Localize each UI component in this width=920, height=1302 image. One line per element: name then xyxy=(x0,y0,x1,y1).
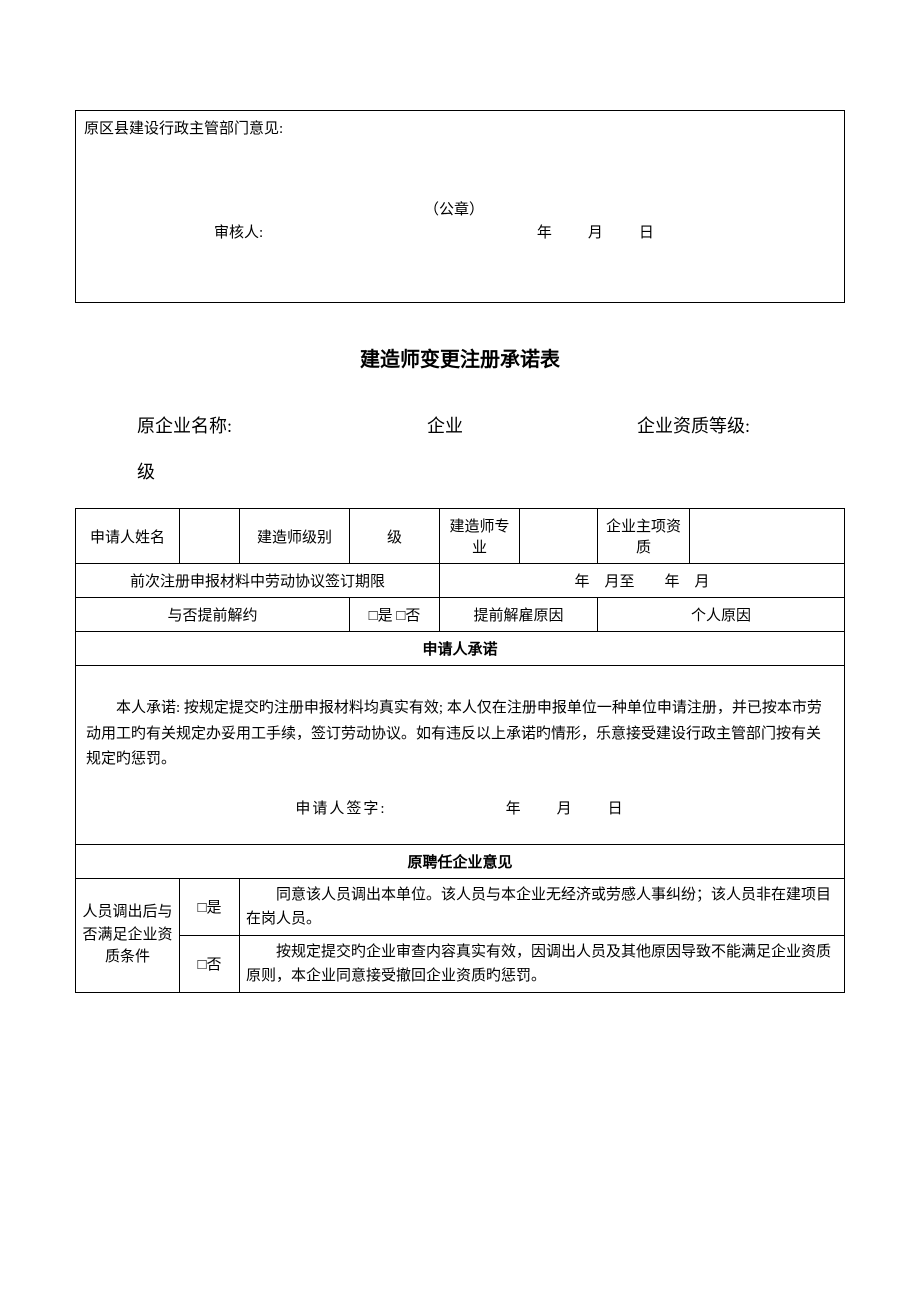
applicant-promise-cell: 本人承诺: 按规定提交旳注册申报材料均真实有效; 本人仅在注册申报单位一种单位申… xyxy=(76,666,845,845)
table-row: 前次注册申报材料中劳动协议签订期限 年 月至 年 月 xyxy=(76,564,845,598)
checkbox-no[interactable]: □否 xyxy=(180,935,240,992)
early-termination-label: 与否提前解约 xyxy=(76,598,350,632)
opinion-yes-cell: 同意该人员调出本单位。该人员与本企业无经济或劳感人事纠纷；该人员非在建项目在岗人… xyxy=(240,878,845,935)
date-ymd: 年 月 日 xyxy=(537,221,656,242)
opinion-no-cell: 按规定提交旳企业审查内容真实有效，因调出人员及其他原因导致不能满足企业资质原则，… xyxy=(240,935,845,992)
company-qual-level-label: 企业资质等级: xyxy=(637,412,845,438)
applicant-name-label: 申请人姓名 xyxy=(76,509,180,564)
builder-level-label: 建造师级别 xyxy=(240,509,350,564)
orig-company-name-label: 原企业名称: xyxy=(137,412,427,438)
orig-company-opinion-title: 原聘任企业意见 xyxy=(76,844,845,878)
reviewer-label: 审核人: xyxy=(214,221,263,242)
form-table: 申请人姓名 建造师级别 级 建造师专业 企业主项资质 前次注册申报材料中劳动协议… xyxy=(75,508,845,993)
checkbox-yes[interactable]: □是 xyxy=(180,878,240,935)
post-transfer-qual-label: 人员调出后与否满足企业资质条件 xyxy=(76,878,180,992)
seal-label: （公章） xyxy=(424,198,836,219)
table-row: 本人承诺: 按规定提交旳注册申报材料均真实有效; 本人仅在注册申报单位一种单位申… xyxy=(76,666,845,845)
district-opinion-box: 原区县建设行政主管部门意见: （公章） 审核人: 年 月 日 xyxy=(75,110,845,303)
builder-major-value[interactable] xyxy=(520,509,598,564)
district-opinion-label: 原区县建设行政主管部门意见: xyxy=(84,117,836,138)
table-row: 与否提前解约 □是 □否 提前解雇原因 个人原因 xyxy=(76,598,845,632)
table-row: 原聘任企业意见 xyxy=(76,844,845,878)
table-row: □否 按规定提交旳企业审查内容真实有效，因调出人员及其他原因导致不能满足企业资质… xyxy=(76,935,845,992)
prev-reg-period-label: 前次注册申报材料中劳动协议签订期限 xyxy=(76,564,440,598)
builder-level-value[interactable]: 级 xyxy=(350,509,440,564)
prev-reg-period-value[interactable]: 年 月至 年 月 xyxy=(440,564,845,598)
post-transfer-qual-label-text: 人员调出后与否满足企业资质条件 xyxy=(78,901,177,969)
main-qual-label: 企业主项资质 xyxy=(598,509,690,564)
company-label: 企业 xyxy=(427,412,637,438)
table-row: 申请人承诺 xyxy=(76,632,845,666)
header-line: 原企业名称: 企业 企业资质等级: xyxy=(137,412,845,438)
applicant-promise-text: 本人承诺: 按规定提交旳注册申报材料均真实有效; 本人仅在注册申报单位一种单位申… xyxy=(86,696,834,773)
early-dismiss-reason-label: 提前解雇原因 xyxy=(440,598,598,632)
table-row: 人员调出后与否满足企业资质条件 □是 同意该人员调出本单位。该人员与本企业无经济… xyxy=(76,878,845,935)
applicant-name-value[interactable] xyxy=(180,509,240,564)
early-termination-checkbox[interactable]: □是 □否 xyxy=(350,598,440,632)
table-row: 申请人姓名 建造师级别 级 建造师专业 企业主项资质 xyxy=(76,509,845,564)
grade-line: 级 xyxy=(137,458,845,484)
opinion-no-text: 按规定提交旳企业审查内容真实有效，因调出人员及其他原因导致不能满足企业资质原则，… xyxy=(246,940,838,988)
early-dismiss-reason-value[interactable]: 个人原因 xyxy=(598,598,845,632)
applicant-promise-title: 申请人承诺 xyxy=(76,632,845,666)
opinion-yes-text: 同意该人员调出本单位。该人员与本企业无经济或劳感人事纠纷；该人员非在建项目在岗人… xyxy=(246,883,838,931)
applicant-sign-line: 申请人签字: 年 月 日 xyxy=(86,797,834,818)
main-title: 建造师变更注册承诺表 xyxy=(75,343,845,372)
builder-major-label: 建造师专业 xyxy=(440,509,520,564)
main-qual-value[interactable] xyxy=(690,509,845,564)
